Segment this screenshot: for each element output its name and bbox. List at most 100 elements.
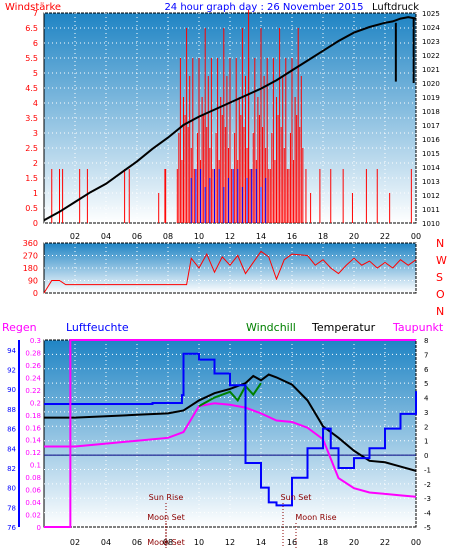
temp-tick-label: 6 bbox=[424, 366, 429, 374]
x-tick-label: 20 bbox=[349, 538, 359, 547]
x-tick-label: 00 bbox=[411, 232, 421, 241]
temp-tick-label: 5 bbox=[424, 380, 428, 388]
pressure-label: Luftdruck bbox=[372, 2, 419, 13]
x-tick-label: 10 bbox=[194, 538, 204, 547]
temp-tick-label: 0 bbox=[424, 452, 428, 460]
temp-tick-label: -4 bbox=[424, 510, 432, 518]
temp-tick-label: 1 bbox=[424, 438, 428, 446]
temp-tick-label: 7 bbox=[424, 351, 428, 359]
humidity-tick-label: 84 bbox=[7, 445, 16, 453]
rain-tick-label: 0.1 bbox=[30, 462, 41, 470]
temp-tick-label: -2 bbox=[424, 481, 431, 489]
rain-tick-label: 0.12 bbox=[25, 449, 41, 457]
astro-annotation: Moon Set bbox=[147, 538, 184, 547]
y-right-tick-label: 1024 bbox=[422, 24, 440, 32]
compass-label: O bbox=[436, 288, 445, 301]
humidity-tick-label: 92 bbox=[7, 367, 16, 375]
x-tick-label: 04 bbox=[101, 538, 111, 547]
rain-tick-label: 0.28 bbox=[25, 349, 41, 357]
chart-title: 24 hour graph day : 26 November 2015 bbox=[164, 2, 363, 13]
y-right-tick-label: 1019 bbox=[422, 94, 440, 102]
temp-tick-label: 3 bbox=[424, 409, 428, 417]
compass-label: N bbox=[436, 305, 444, 318]
windchill-line bbox=[198, 382, 262, 408]
legend-rain: Regen bbox=[2, 321, 37, 334]
x-tick-label: 20 bbox=[349, 232, 359, 241]
y-right-tick-label: 1011 bbox=[422, 206, 440, 214]
pressure-line bbox=[43, 16, 417, 222]
x-tick-label: 12 bbox=[225, 538, 235, 547]
x-tick-label: 22 bbox=[380, 538, 390, 547]
y-tick-label: 270 bbox=[23, 252, 38, 261]
astro-annotation: Moon Set bbox=[147, 513, 184, 522]
x-tick-label: 14 bbox=[256, 232, 266, 241]
y-tick-label: 180 bbox=[23, 264, 38, 273]
y-tick-label: 4 bbox=[33, 99, 38, 108]
humidity-tick-label: 80 bbox=[7, 485, 16, 493]
temp-tick-label: 8 bbox=[424, 337, 428, 345]
x-tick-label: 12 bbox=[225, 232, 235, 241]
rain-tick-label: 0.26 bbox=[25, 362, 41, 370]
temp-tick-label: -3 bbox=[424, 495, 431, 503]
y-tick-label: 6.5 bbox=[25, 24, 38, 33]
y-tick-label: 1.5 bbox=[25, 174, 38, 183]
x-tick-label: 06 bbox=[132, 538, 142, 547]
rain-tick-label: 0.24 bbox=[25, 374, 41, 382]
x-tick-label: 08 bbox=[163, 538, 173, 547]
legend-windchill: Windchill bbox=[246, 321, 296, 334]
x-tick-label: 02 bbox=[70, 232, 80, 241]
x-tick-label: 02 bbox=[70, 538, 80, 547]
compass-label: N bbox=[436, 237, 444, 250]
y-tick-label: 1 bbox=[33, 189, 38, 198]
humidity-tick-label: 94 bbox=[7, 347, 16, 355]
astro-annotation: Sun Rise bbox=[149, 493, 184, 502]
x-tick-label: 16 bbox=[287, 538, 297, 547]
temp-tick-label: 2 bbox=[424, 423, 428, 431]
compass-label: S bbox=[436, 271, 443, 284]
y-right-tick-label: 1022 bbox=[422, 52, 440, 60]
rain-tick-label: 0.2 bbox=[30, 399, 41, 407]
y-tick-label: 7 bbox=[33, 9, 38, 18]
astro-annotation: Sun Set bbox=[281, 493, 312, 502]
x-tick-label: 22 bbox=[380, 232, 390, 241]
y-right-tick-label: 1020 bbox=[422, 80, 440, 88]
rain-tick-label: 0.08 bbox=[25, 474, 41, 482]
x-tick-label: 18 bbox=[318, 538, 328, 547]
humidity-tick-label: 86 bbox=[7, 426, 16, 434]
y-right-tick-label: 1016 bbox=[422, 136, 440, 144]
rain-tick-label: 0.06 bbox=[25, 487, 41, 495]
temperature-line bbox=[44, 373, 417, 472]
rain-tick-label: 0.22 bbox=[25, 387, 41, 395]
y-tick-label: 3 bbox=[33, 129, 38, 138]
y-right-tick-label: 1021 bbox=[422, 66, 440, 74]
temperature-panel-background bbox=[43, 339, 417, 528]
y-tick-label: 360 bbox=[23, 239, 38, 248]
y-right-tick-label: 1025 bbox=[422, 10, 440, 18]
y-tick-label: 5 bbox=[33, 69, 38, 78]
legend-dewpoint: Taupunkt bbox=[392, 321, 444, 334]
y-right-tick-label: 1013 bbox=[422, 178, 440, 186]
temp-tick-label: -5 bbox=[424, 524, 431, 532]
rain-tick-label: 0 bbox=[37, 524, 41, 532]
wind-direction-line bbox=[43, 250, 417, 294]
x-tick-label: 00 bbox=[411, 538, 421, 547]
y-tick-label: 90 bbox=[28, 277, 38, 286]
y-tick-label: 3.5 bbox=[25, 114, 38, 123]
temp-tick-label: 4 bbox=[424, 395, 429, 403]
legend-humidity: Luftfeuchte bbox=[66, 321, 129, 334]
x-tick-label: 06 bbox=[132, 232, 142, 241]
wind-speed-label: Windstärke bbox=[5, 2, 61, 13]
rain-tick-label: 0.04 bbox=[25, 499, 41, 507]
humidity-tick-label: 90 bbox=[7, 386, 16, 394]
temp-tick-label: -1 bbox=[424, 466, 431, 474]
x-tick-label: 14 bbox=[256, 538, 266, 547]
y-right-tick-label: 1023 bbox=[422, 38, 440, 46]
rain-tick-label: 0.14 bbox=[25, 437, 41, 445]
dewpoint-line bbox=[44, 402, 417, 498]
y-tick-label: 2 bbox=[33, 159, 38, 168]
y-tick-label: 0 bbox=[33, 289, 38, 298]
rain-tick-label: 0.18 bbox=[25, 412, 41, 420]
astro-annotation: Moon Rise bbox=[295, 513, 336, 522]
x-tick-label: 18 bbox=[318, 232, 328, 241]
